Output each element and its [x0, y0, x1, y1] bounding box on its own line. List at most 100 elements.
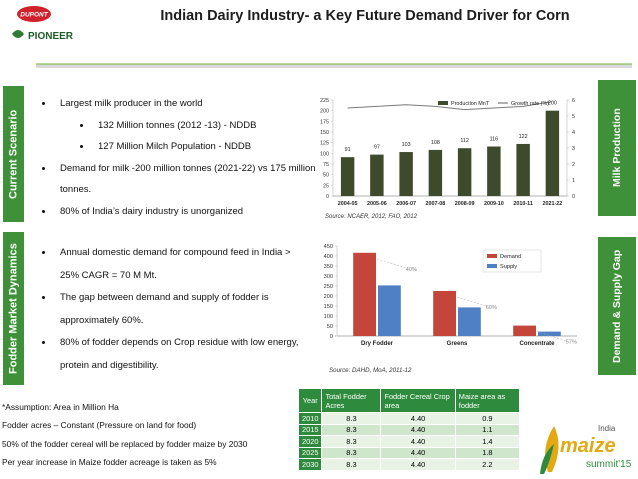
y-tick-label: 100 — [320, 151, 329, 157]
bullet-text: 80% of India’s dairy industry is unorgan… — [60, 205, 244, 217]
section-side-label: Demand & Supply Gap — [598, 237, 636, 375]
y2-tick-label: 1 — [572, 178, 575, 184]
annotation-leader — [376, 258, 406, 269]
table-cell: 1.4 — [454, 435, 521, 448]
y-tick-label: 75 — [323, 162, 329, 168]
bullet: 80% of India’s dairy industry is unorgan… — [54, 201, 324, 223]
y-tick-label: 100 — [324, 314, 333, 320]
table-cell: 4.40 — [380, 412, 456, 425]
bar — [399, 152, 413, 196]
note-line: Fodder acres – Constant (Pressure on lan… — [2, 420, 197, 431]
table-row: 2020 8.3 4.40 1.4 — [297, 435, 521, 448]
bar — [537, 331, 561, 336]
x-tick-label: 2008-09 — [455, 201, 475, 207]
y-tick-label: 0 — [326, 194, 329, 200]
table-cell: 1.8 — [454, 446, 521, 459]
data-label: 103 — [402, 142, 411, 148]
data-label: 122 — [519, 134, 528, 140]
logo-brand: DUPONT — [20, 12, 48, 19]
badge-line1: India — [598, 424, 616, 433]
summit-badge: India maize summit'15 — [540, 424, 632, 474]
bar — [487, 146, 501, 196]
annotation: 40% — [406, 267, 417, 273]
legend-swatch — [487, 254, 497, 258]
sub-bullet: 127 Million Milch Population - NDDB — [92, 136, 324, 158]
y-tick-label: 200 — [320, 109, 329, 115]
table-cell: 2.2 — [454, 458, 521, 471]
data-label: 108 — [431, 140, 440, 146]
bullet-text: Demand for milk -200 million tonnes (202… — [60, 162, 316, 196]
y-tick-label: 300 — [324, 274, 333, 280]
table-row: 2030 8.3 4.40 2.2 — [297, 458, 521, 471]
chart-source: Source: NCAER, 2012; FAO, 2012 — [325, 214, 418, 220]
bullet: Largest milk producer in the world 132 Mi… — [54, 93, 324, 158]
logos: DUPONT PIONEER — [12, 6, 74, 42]
table-header-cell: Maize area as fodder — [454, 388, 521, 413]
bullet: Annual domestic demand for compound feed… — [54, 242, 299, 287]
note-line: *Assumption: Area in Million Ha — [2, 402, 119, 412]
line — [347, 101, 553, 111]
table-cell: 4.40 — [380, 423, 456, 436]
bullet: Demand for milk -200 million tonnes (202… — [54, 158, 324, 201]
y2-tick-label: 5 — [572, 114, 575, 120]
table-cell: 8.3 — [321, 435, 382, 448]
bullet: 80% of fodder depends on Crop residue wi… — [54, 332, 299, 377]
bar — [428, 149, 443, 196]
section-label: Fodder Market Dynamics — [3, 232, 24, 385]
y2-tick-label: 2 — [572, 162, 575, 168]
pioneer-mark — [12, 30, 24, 38]
bar — [516, 143, 530, 196]
x-tick-label: Dry Fodder — [361, 341, 394, 347]
bar — [433, 291, 457, 336]
y-tick-label: 250 — [324, 284, 333, 290]
bar — [457, 307, 481, 336]
chart: 0 25 50 75 100 125 150 175 200 225 0 1 2 3 4 5 6 2004-05 9… — [320, 98, 575, 220]
legend-label: Supply — [500, 264, 517, 270]
y-tick-label: 225 — [320, 98, 329, 104]
y2-tick-label: 4 — [572, 130, 575, 136]
table-cell: 2015 — [297, 423, 323, 436]
bar — [377, 285, 401, 336]
note-line: 50% of the fodder cereal will be replace… — [2, 438, 248, 449]
data-label: 112 — [460, 138, 469, 144]
chart-source: Source: DAHD, MoA, 2011-12 — [329, 367, 412, 374]
sub-bullet-list: 132 Million tonnes (2012 -13) - NDDB127 … — [60, 115, 324, 158]
bullet-list: Largest milk producer in the world 132 Mi… — [24, 93, 324, 223]
table-cell: 2020 — [297, 435, 323, 448]
rule-shadow — [36, 64, 632, 68]
dupont-oval — [17, 6, 51, 22]
legend-label: Growth rate (%) — [511, 101, 549, 107]
table-cell: 4.40 — [380, 446, 456, 459]
table-cell: 4.40 — [380, 458, 456, 471]
annotation-leader — [536, 331, 566, 341]
badge-line3: summit'15 — [586, 459, 632, 470]
note-line: Per year increase in Maize fodder acreag… — [2, 456, 217, 467]
data-label: 200 — [548, 101, 557, 107]
legend-swatch — [438, 101, 448, 105]
table-cell: 1.1 — [454, 423, 521, 436]
corn-leaf — [540, 444, 554, 474]
data-label: 91 — [345, 147, 351, 153]
table-header-cell: Fodder Cereal Crop area — [380, 388, 456, 413]
annotation-leader — [456, 296, 486, 307]
y-tick-label: 25 — [323, 183, 329, 189]
fodder-table: Year Total Fodder Acres Fodder Cereal Crop… — [297, 388, 521, 471]
table-header-cell: Year — [297, 388, 323, 413]
table-header-row: Year Total Fodder Acres Fodder Cereal Crop… — [297, 388, 521, 413]
y-tick-label: 50 — [323, 173, 329, 179]
bullet-text: 80% of fodder depends on Crop residue wi… — [60, 337, 299, 371]
y-tick-label: 150 — [320, 130, 329, 136]
bullet: The gap between demand and supply of fod… — [54, 287, 299, 332]
x-tick-label: 2006-07 — [396, 201, 416, 207]
y-tick-label: 450 — [324, 244, 333, 250]
table-row: 2010 8.3 4.40 0.9 — [297, 412, 521, 425]
table-cell: 8.3 — [321, 423, 382, 436]
table-cell: 8.3 — [321, 412, 382, 425]
y-tick-label: 400 — [324, 254, 333, 260]
x-tick-label: Concentrate — [519, 341, 555, 347]
legend-label: Demand — [500, 254, 521, 260]
bullet-text: Largest milk producer in the world — [60, 98, 203, 109]
bar — [457, 148, 472, 196]
bar — [353, 252, 377, 336]
bullet-text: The gap between demand and supply of fod… — [60, 292, 269, 326]
